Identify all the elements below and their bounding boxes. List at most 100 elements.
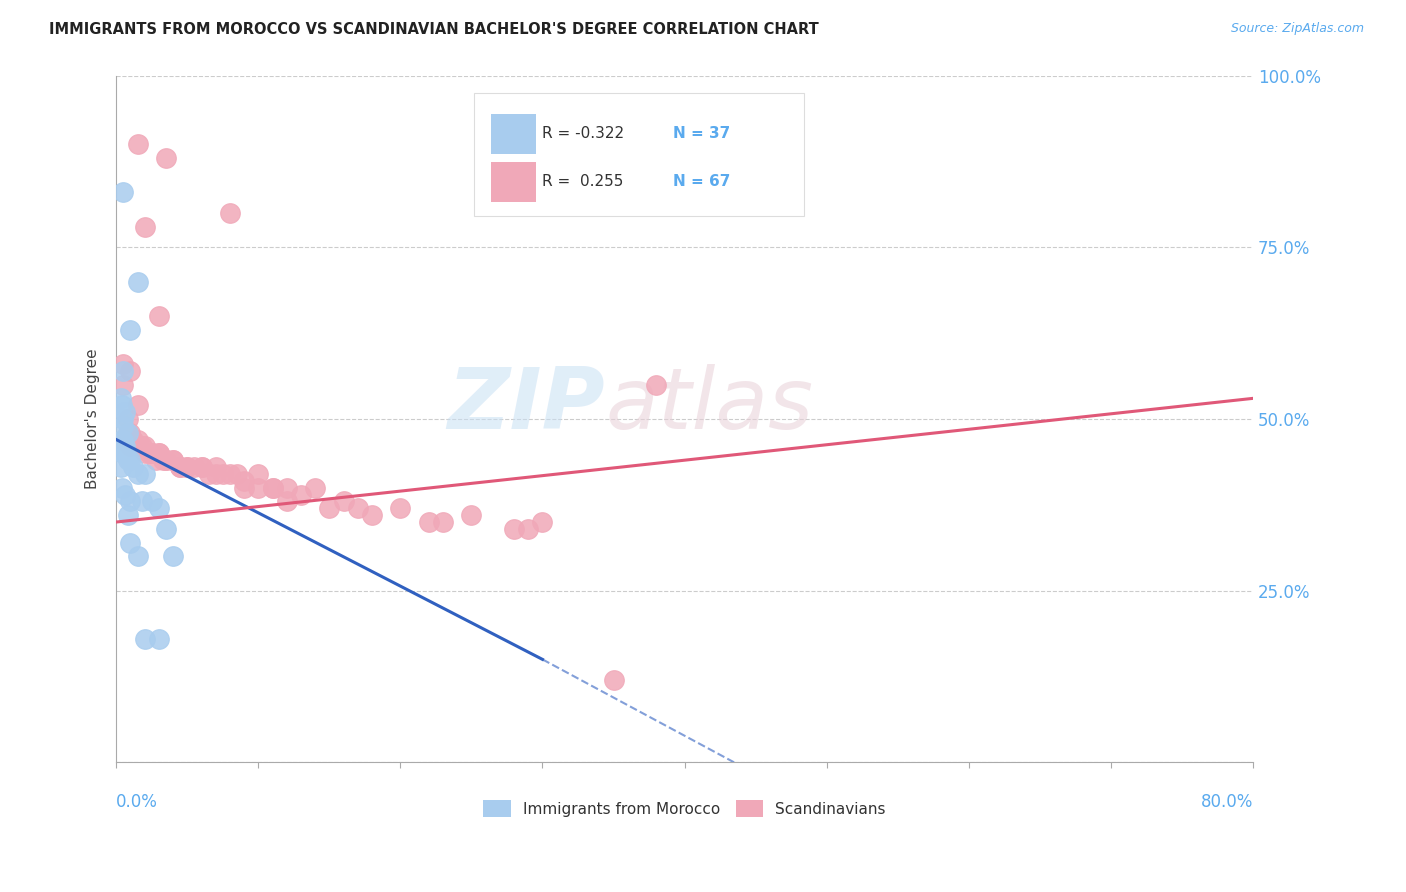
Point: [169, 460, 191, 475]
Point: [503, 522, 526, 536]
Point: [112, 440, 135, 454]
Point: [152, 453, 174, 467]
Point: [204, 460, 226, 475]
Point: [346, 501, 368, 516]
Point: [233, 481, 256, 495]
Point: [169, 460, 191, 475]
Text: N = 37: N = 37: [673, 127, 731, 142]
Point: [141, 446, 163, 460]
Point: [162, 453, 184, 467]
Point: [120, 535, 142, 549]
Point: [112, 418, 135, 433]
Point: [148, 446, 170, 460]
Point: [110, 460, 132, 475]
Point: [120, 440, 142, 454]
Point: [120, 453, 142, 467]
Point: [262, 481, 284, 495]
Legend: Immigrants from Morocco, Scandinavians: Immigrants from Morocco, Scandinavians: [477, 794, 891, 823]
Point: [233, 474, 256, 488]
Point: [148, 632, 170, 646]
Point: [131, 494, 153, 508]
Point: [111, 398, 134, 412]
Point: [112, 446, 135, 460]
Point: [204, 467, 226, 481]
Point: [211, 467, 233, 481]
Y-axis label: Bachelor's Degree: Bachelor's Degree: [86, 349, 100, 490]
Text: 0.0%: 0.0%: [117, 793, 157, 811]
Point: [155, 522, 177, 536]
Point: [155, 151, 177, 165]
Point: [247, 481, 270, 495]
Point: [112, 412, 135, 426]
Point: [110, 440, 132, 454]
Point: [531, 515, 554, 529]
Point: [219, 467, 242, 481]
Point: [460, 508, 482, 523]
Point: [276, 481, 298, 495]
Point: [145, 453, 167, 467]
Point: [134, 440, 156, 454]
Point: [120, 323, 142, 337]
Point: [389, 501, 412, 516]
Point: [127, 398, 149, 412]
Point: [361, 508, 384, 523]
Point: [176, 460, 198, 475]
Point: [176, 460, 198, 475]
Point: [127, 275, 149, 289]
Point: [117, 412, 139, 426]
Point: [117, 425, 139, 440]
Point: [645, 377, 668, 392]
Text: IMMIGRANTS FROM MOROCCO VS SCANDINAVIAN BACHELOR'S DEGREE CORRELATION CHART: IMMIGRANTS FROM MOROCCO VS SCANDINAVIAN …: [49, 22, 818, 37]
Point: [162, 549, 184, 564]
Point: [517, 522, 540, 536]
Point: [148, 501, 170, 516]
Text: Source: ZipAtlas.com: Source: ZipAtlas.com: [1230, 22, 1364, 36]
Point: [418, 515, 440, 529]
Point: [112, 364, 135, 378]
Point: [219, 206, 242, 220]
Point: [112, 446, 135, 460]
Point: [122, 460, 145, 475]
Point: [112, 433, 135, 447]
Point: [127, 137, 149, 152]
Point: [134, 446, 156, 460]
Point: [290, 487, 312, 501]
Point: [276, 494, 298, 508]
Point: [120, 494, 142, 508]
Point: [190, 460, 212, 475]
FancyBboxPatch shape: [491, 161, 536, 202]
Point: [190, 460, 212, 475]
Point: [332, 494, 354, 508]
Text: 80.0%: 80.0%: [1201, 793, 1253, 811]
Point: [112, 357, 135, 371]
Point: [134, 632, 156, 646]
Point: [115, 446, 138, 460]
Point: [162, 453, 184, 467]
Point: [127, 440, 149, 454]
Point: [112, 433, 135, 447]
Point: [131, 440, 153, 454]
Point: [127, 549, 149, 564]
Point: [114, 487, 136, 501]
Point: [120, 425, 142, 440]
Point: [111, 433, 134, 447]
Point: [247, 467, 270, 481]
Point: [117, 453, 139, 467]
Point: [141, 494, 163, 508]
Point: [114, 405, 136, 419]
Point: [226, 467, 249, 481]
FancyBboxPatch shape: [491, 113, 536, 154]
Point: [112, 377, 135, 392]
Point: [120, 364, 142, 378]
FancyBboxPatch shape: [474, 93, 804, 217]
Point: [117, 508, 139, 523]
Point: [304, 481, 326, 495]
Point: [134, 219, 156, 234]
Point: [197, 467, 219, 481]
Point: [122, 433, 145, 447]
Point: [318, 501, 340, 516]
Point: [262, 481, 284, 495]
Point: [114, 440, 136, 454]
Point: [432, 515, 454, 529]
Point: [155, 453, 177, 467]
